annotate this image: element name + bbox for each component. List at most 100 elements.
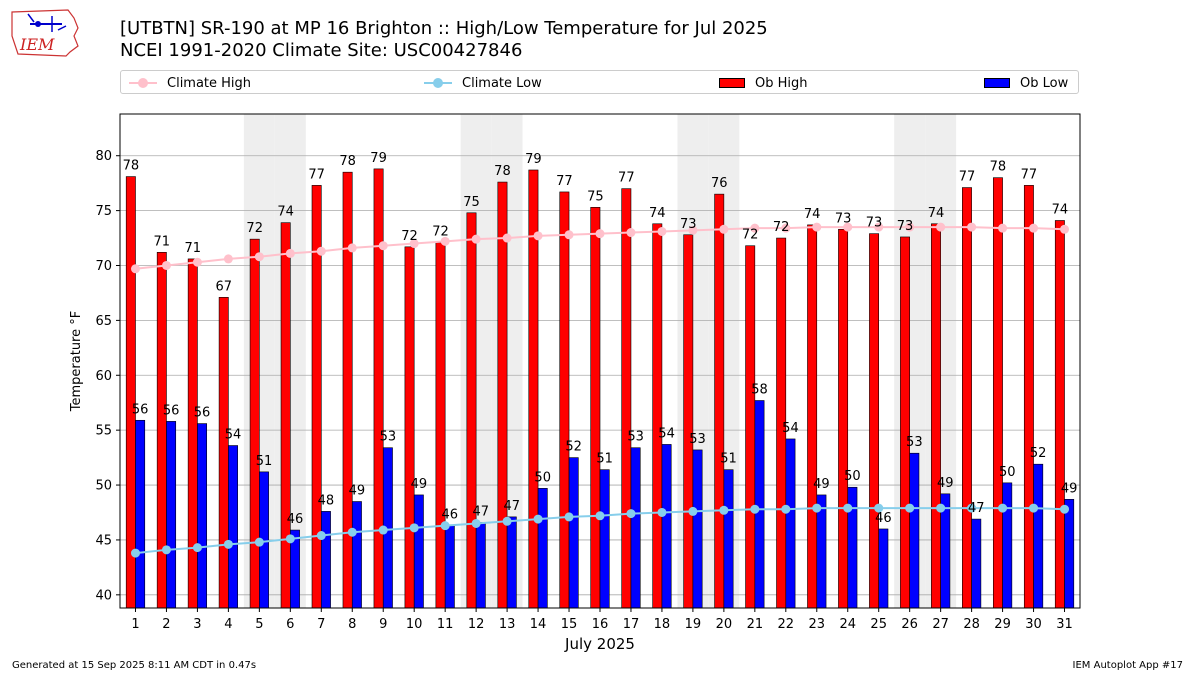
x-tick-label: 19 [685, 617, 702, 632]
climate-low-point [812, 503, 822, 513]
ob-low-bar [444, 525, 455, 609]
ob-low-bar [1002, 482, 1013, 609]
climate-high-point [254, 252, 264, 262]
climate-high-point [812, 222, 822, 232]
ob-high-data-label: 72 [401, 229, 418, 244]
ob-high-data-label: 79 [525, 152, 542, 167]
climate-low-point [719, 505, 729, 515]
x-tick-label: 17 [623, 617, 640, 632]
ob-low-bar [135, 419, 146, 609]
climate-high-point [657, 226, 667, 236]
climate-high-point [223, 254, 233, 264]
ob-low-data-label: 52 [565, 440, 582, 455]
ob-low-data-label: 48 [318, 493, 335, 508]
ob-low-data-label: 54 [225, 428, 242, 443]
ob-high-bar [373, 168, 384, 609]
ob-low-data-label: 46 [875, 511, 892, 526]
ob-low-bar [878, 528, 889, 609]
ob-low-data-label: 56 [163, 403, 180, 418]
x-tick-label: 29 [994, 617, 1011, 632]
legend-item-climate-high: Climate High [129, 74, 251, 92]
climate-high-point [471, 234, 481, 244]
ob-high-data-label: 74 [649, 206, 666, 221]
chart-title-line2: NCEI 1991-2020 Climate Site: USC00427846 [120, 40, 523, 61]
legend-label-ob-low: Ob Low [1020, 75, 1069, 91]
ob-low-data-label: 46 [287, 512, 304, 527]
climate-low-point [626, 509, 636, 519]
ob-low-data-label: 47 [473, 504, 490, 519]
climate-high-point [626, 228, 636, 238]
x-tick-label: 9 [379, 617, 387, 632]
ob-high-data-label: 71 [154, 234, 171, 249]
ob-high-data-label: 72 [432, 224, 449, 239]
climate-high-point [905, 222, 915, 232]
ob-low-data-label: 58 [751, 383, 768, 398]
x-tick-label: 18 [654, 617, 671, 632]
ob-high-bar [435, 242, 446, 609]
ob-high-data-label: 78 [990, 160, 1007, 175]
ob-low-bar [909, 452, 920, 609]
x-tick-label: 25 [870, 617, 887, 632]
ob-low-data-label: 49 [813, 477, 830, 492]
ob-low-data-label: 49 [349, 484, 366, 499]
y-tick-label: 40 [95, 588, 112, 603]
y-tick-label: 50 [95, 479, 112, 494]
iem-logo-graphic: IEM [11, 9, 79, 57]
ob-low-data-label: 53 [906, 435, 923, 450]
climate-high-point [967, 222, 977, 232]
ob-high-bar [404, 246, 415, 609]
ob-high-data-label: 74 [277, 205, 294, 220]
climate-low-point [409, 523, 419, 533]
ob-high-bar [838, 228, 849, 609]
ob-low-data-label: 50 [844, 469, 861, 484]
x-tick-label: 3 [193, 617, 201, 632]
ob-high-data-label: 78 [494, 164, 511, 179]
ob-high-data-label: 73 [866, 216, 883, 231]
ob-low-data-label: 51 [256, 454, 273, 469]
climate-low-point [192, 543, 202, 553]
climate-low-point [781, 504, 791, 514]
y-tick-label: 65 [95, 314, 112, 329]
climate-low-point [223, 539, 233, 549]
footer-app-id: IEM Autoplot App #17 [1072, 660, 1183, 671]
ob-high-data-label: 74 [1052, 202, 1069, 217]
ob-high-data-label: 79 [370, 151, 387, 166]
x-tick-label: 13 [499, 617, 516, 632]
y-tick-label: 45 [95, 533, 112, 548]
ob-low-data-label: 50 [999, 465, 1016, 480]
ob-high-data-label: 71 [185, 241, 202, 256]
climate-high-point [316, 246, 326, 256]
ob-high-bar [621, 188, 632, 609]
ob-high-data-label: 75 [587, 189, 604, 204]
climate-low-point [843, 503, 853, 513]
x-tick-label: 11 [437, 617, 454, 632]
legend-item-ob-low: Ob Low [984, 74, 1068, 92]
climate-low-point [750, 504, 760, 514]
chart-title-line1: [UTBTN] SR-190 at MP 16 Brighton :: High… [120, 18, 768, 39]
ob-high-bar [745, 245, 756, 609]
ob-high-bar [683, 234, 694, 609]
ob-low-bar [506, 516, 517, 609]
ob-low-data-label: 56 [194, 406, 211, 421]
legend-label-ob-high: Ob High [755, 75, 808, 91]
x-tick-label: 27 [932, 617, 949, 632]
x-tick-label: 2 [162, 617, 170, 632]
ob-high-data-label: 75 [463, 195, 480, 210]
ob-high-data-label: 77 [618, 171, 635, 186]
climate-high-point [595, 229, 605, 239]
climate-low-point [874, 503, 884, 513]
ob-high-bar [249, 238, 260, 609]
ob-low-bar [197, 423, 208, 609]
ob-high-bar [900, 236, 910, 609]
climate-high-point [1029, 223, 1039, 233]
ob-high-data-label: 77 [959, 170, 976, 185]
climate-low-point [471, 518, 481, 528]
climate-low-point [316, 531, 326, 541]
ob-high-bar [931, 223, 941, 609]
climate-high-point [874, 222, 884, 232]
climate-high-point [285, 248, 295, 258]
climate-high-point [502, 233, 512, 243]
climate-high-point [750, 223, 760, 233]
x-tick-label: 10 [406, 617, 423, 632]
ob-low-data-label: 53 [689, 432, 706, 447]
